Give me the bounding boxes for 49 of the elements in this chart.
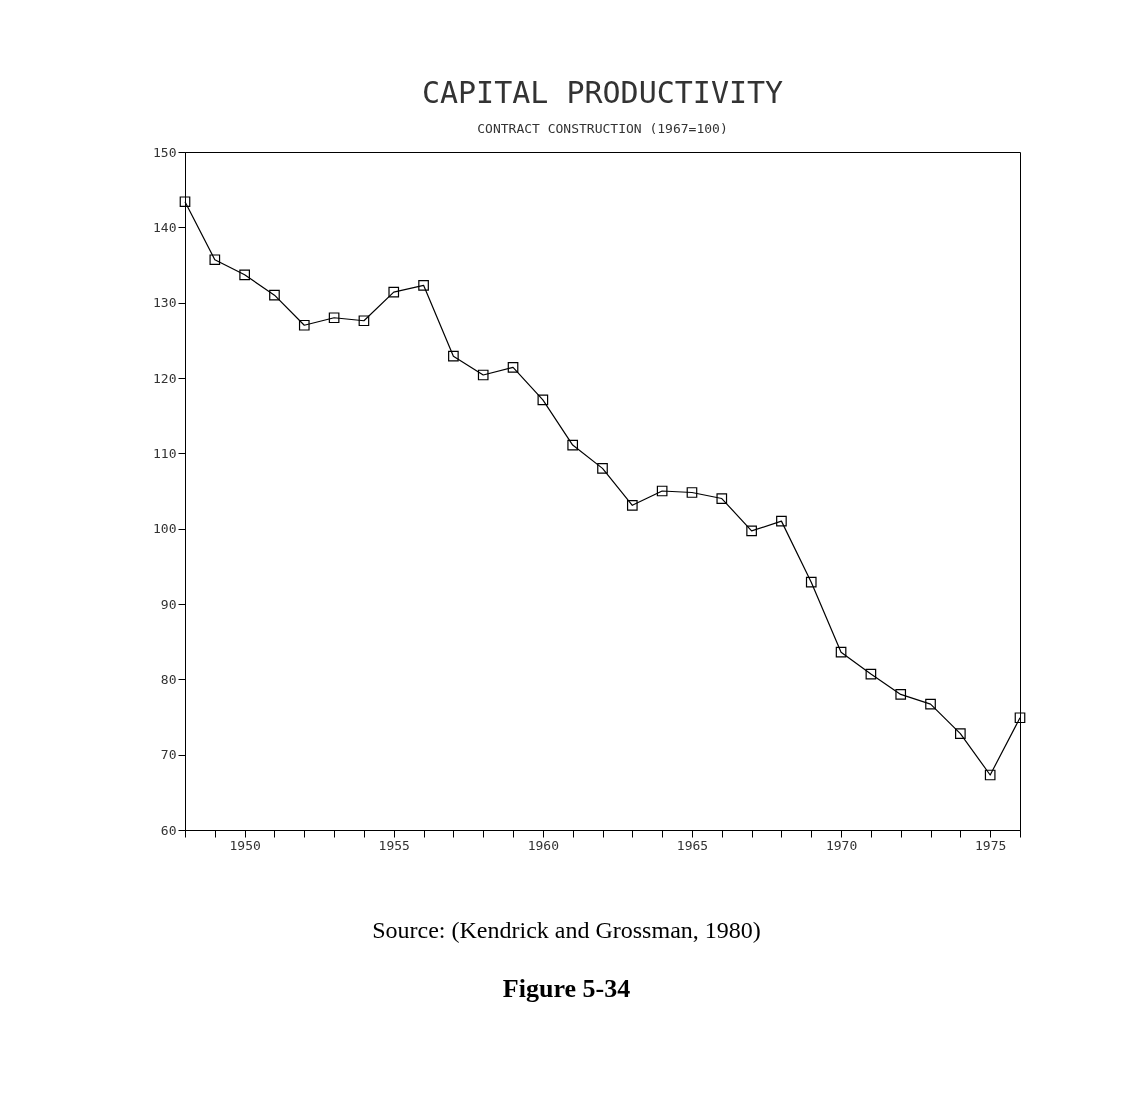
point (209, 254, 221, 266)
y-tick-label: 150 (153, 144, 177, 160)
point (448, 350, 459, 362)
point (537, 394, 549, 406)
y-tick-label: 60 (160, 822, 177, 838)
point (388, 286, 400, 298)
point (805, 576, 817, 588)
y-tick-label: 120 (153, 370, 177, 386)
caption: Figure 5-34 (501, 974, 632, 1004)
point (358, 315, 370, 327)
y-tick-label: 80 (160, 671, 177, 687)
y-tick-label: 130 (153, 295, 177, 311)
point (955, 728, 966, 739)
point (298, 319, 310, 331)
point (746, 525, 757, 537)
y-tick-label: 140 (153, 219, 177, 235)
point (626, 499, 638, 511)
point (477, 369, 489, 381)
chart-subtitle: CONTRACT CONSTRUCTION (1967=100) (477, 121, 728, 136)
point (656, 485, 668, 497)
y-tick-label: 100 (153, 521, 177, 537)
y-tick-label: 110 (153, 445, 177, 461)
source-note: Source: (Kendrick and Grossman, 1980) (371, 917, 762, 944)
chart-title: CAPITAL PRODUCTIVITY (421, 75, 784, 110)
point (507, 362, 519, 373)
point (984, 769, 996, 781)
x-tick-label: 1955 (378, 837, 410, 853)
x-tick-label: 1965 (676, 837, 709, 853)
point (418, 280, 429, 291)
x-tick-label: 1950 (229, 837, 261, 853)
point (567, 439, 579, 451)
point (716, 493, 728, 504)
point (597, 463, 608, 474)
point (895, 689, 907, 700)
x-tick-label: 1970 (825, 837, 858, 853)
point (776, 515, 787, 527)
point (835, 646, 847, 658)
point (269, 289, 280, 301)
point (686, 487, 698, 498)
point (239, 269, 250, 281)
y-tick-label: 90 (160, 596, 177, 612)
point (865, 668, 877, 680)
x-tick-label: 1960 (527, 837, 560, 853)
x-tick-label: 1975 (975, 837, 1007, 853)
y-tick-label: 70 (160, 747, 177, 763)
point (179, 196, 191, 208)
point (328, 312, 340, 324)
point (1014, 712, 1026, 724)
point (925, 698, 936, 710)
